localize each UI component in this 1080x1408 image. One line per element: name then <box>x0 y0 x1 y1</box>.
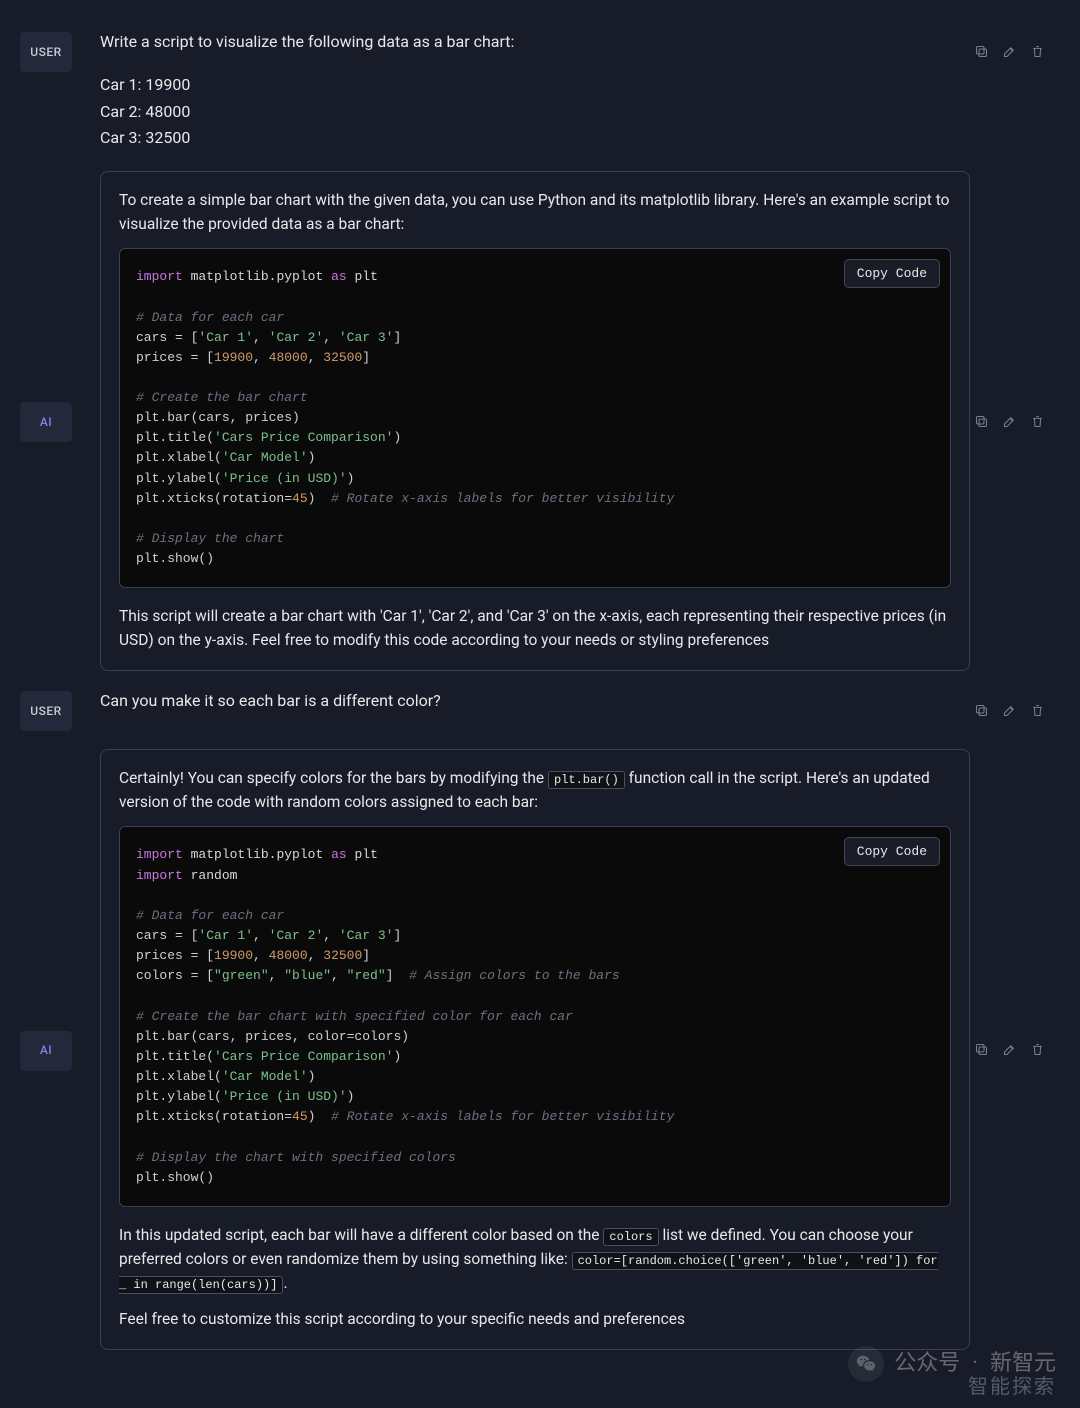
role-badge-ai: AI <box>20 402 72 442</box>
user-prompt-text: Can you make it so each bar is a differe… <box>100 689 970 714</box>
user-data-line: Car 3: 32500 <box>100 126 970 151</box>
role-badge-user: USER <box>20 691 72 731</box>
copy-code-button[interactable]: Copy Code <box>844 837 940 866</box>
ai-message-content: To create a simple bar chart with the gi… <box>100 171 970 671</box>
watermark-brand: 新智元 <box>990 1347 1056 1381</box>
role-badge-user: USER <box>20 32 72 72</box>
watermark-label: 公众号 <box>894 1347 960 1381</box>
role-badge-ai: AI <box>20 1031 72 1071</box>
delete-icon[interactable] <box>1028 701 1046 719</box>
message-user-2: USER Can you make it so each bar is a di… <box>20 689 1060 731</box>
edit-icon[interactable] <box>1000 412 1018 430</box>
wechat-icon <box>848 1346 884 1382</box>
delete-icon[interactable] <box>1028 1041 1046 1059</box>
watermark: 公众号 · 新智元 <box>848 1346 1056 1382</box>
delete-icon[interactable] <box>1028 412 1046 430</box>
user-message-content: Can you make it so each bar is a differe… <box>100 689 970 714</box>
delete-icon[interactable] <box>1028 42 1046 60</box>
ai-outro-text: In this updated script, each bar will ha… <box>119 1223 951 1295</box>
inline-code: plt.bar() <box>548 771 625 789</box>
copy-icon[interactable] <box>972 1041 990 1059</box>
message-ai-1: AI To create a simple bar chart with the… <box>20 171 1060 671</box>
user-data-line: Car 1: 19900 <box>100 73 970 98</box>
message-actions <box>972 701 1046 719</box>
ai-message-content: Certainly! You can specify colors for th… <box>100 749 970 1349</box>
inline-code: colors <box>603 1228 658 1246</box>
text-span: . <box>283 1274 287 1292</box>
ai-outro-text: This script will create a bar chart with… <box>119 604 951 652</box>
text-span: In this updated script, each bar will ha… <box>119 1226 603 1244</box>
message-ai-2: AI Certainly! You can specify colors for… <box>20 749 1060 1349</box>
text-span: Certainly! You can specify colors for th… <box>119 769 548 787</box>
message-actions <box>972 42 1046 60</box>
edit-icon[interactable] <box>1000 701 1018 719</box>
copy-icon[interactable] <box>972 412 990 430</box>
user-message-content: Write a script to visualize the followin… <box>100 30 970 153</box>
watermark-sub: 智能探索 <box>968 1371 1056 1402</box>
ai-outro-text-2: Feel free to customize this script accor… <box>119 1307 951 1331</box>
message-actions <box>972 412 1046 430</box>
edit-icon[interactable] <box>1000 1041 1018 1059</box>
edit-icon[interactable] <box>1000 42 1018 60</box>
copy-code-button[interactable]: Copy Code <box>844 259 940 288</box>
code-block: import matplotlib.pyplot as plt import r… <box>119 826 951 1206</box>
copy-icon[interactable] <box>972 701 990 719</box>
message-actions <box>972 1041 1046 1059</box>
user-prompt-text: Write a script to visualize the followin… <box>100 30 970 55</box>
ai-intro-text: Certainly! You can specify colors for th… <box>119 766 951 814</box>
message-user-1: USER Write a script to visualize the fol… <box>20 30 1060 153</box>
ai-bubble: Certainly! You can specify colors for th… <box>100 749 970 1349</box>
copy-icon[interactable] <box>972 42 990 60</box>
ai-intro-text: To create a simple bar chart with the gi… <box>119 188 951 236</box>
ai-bubble: To create a simple bar chart with the gi… <box>100 171 970 671</box>
user-data-line: Car 2: 48000 <box>100 100 970 125</box>
code-block: import matplotlib.pyplot as plt # Data f… <box>119 248 951 588</box>
